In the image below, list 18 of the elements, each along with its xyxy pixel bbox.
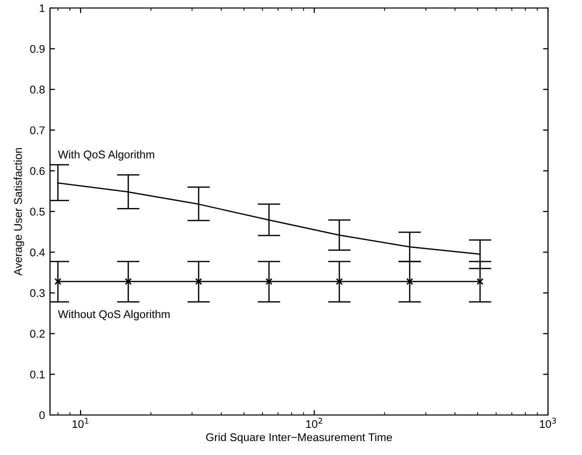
y-tick-label: 0.1 [30, 370, 45, 378]
y-tick-label: 0.4 [30, 248, 45, 256]
y-axis-title: Average User Satisfaction [14, 148, 24, 276]
x-tick-label: 10$^{3}$ [540, 418, 556, 428]
x-tick-label: 10$^{2}$ [306, 418, 322, 428]
y-tick-label: 1 [40, 4, 45, 12]
y-tick-label: 0.9 [30, 44, 45, 53]
text: With QoS Algorithm [58, 150, 154, 161]
y-tick-label: 0 [39, 411, 45, 420]
y-tick-label: 0.3 [30, 289, 45, 298]
y-tick-label: 0.6 [30, 167, 45, 175]
text: Without QoS Algorithm [58, 310, 170, 320]
y-tick-label: 0.5 [30, 208, 45, 216]
x-axis-title: Grid Square Inter−Measurement Time [206, 432, 392, 444]
y-tick-label: 0.2 [30, 330, 45, 338]
y-tick-label: 0.8 [30, 86, 45, 94]
y-tick-label: 0.7 [30, 126, 45, 134]
x-tick-label: 10$^{1}$ [72, 418, 88, 428]
